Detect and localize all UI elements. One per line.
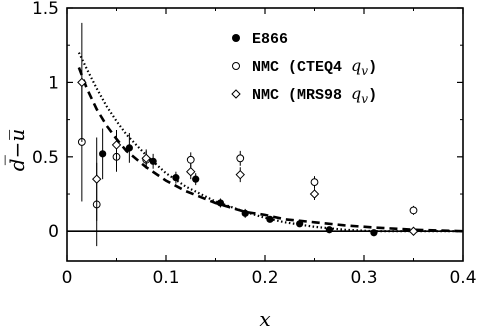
x-axis-title: x (259, 307, 270, 331)
y-tick-label: 1.5 (32, 0, 59, 19)
data-point-e866 (216, 199, 225, 207)
data-point-nmc-mrs98 (235, 169, 245, 180)
data-point-nmc-cteq4 (236, 154, 245, 163)
data-point-e866 (172, 174, 180, 182)
plot-layer: 0 0.1 0.2 0.3 0.4 0 0.5 1 1.5 (32, 0, 477, 288)
data-point-nmc-cteq4 (409, 206, 418, 215)
legend-marker-nmc-cteq4 (232, 62, 240, 70)
dotted-curve (77, 52, 463, 233)
x-tick-label: 0.4 (449, 268, 476, 288)
data-point-nmc-mrs98 (408, 226, 419, 236)
data-point-nmc-mrs98 (77, 77, 87, 88)
legend-label-e866: E866 (252, 31, 288, 48)
data-point-e866 (125, 144, 133, 152)
data-point-e866 (99, 150, 107, 158)
data-point-nmc-mrs98 (111, 140, 122, 150)
legend-marker-e866 (232, 34, 240, 42)
legend-marker-nmc-mrs98 (231, 89, 241, 99)
x-tick-label: 0.2 (251, 268, 278, 288)
data-point-nmc-mrs98 (141, 153, 151, 164)
legend-label-nmc-cteq4: NMC (CTEQ4 qv) (252, 56, 377, 78)
x-tick-label: 0.3 (350, 268, 377, 288)
legend: E866 NMC (CTEQ4 qv) NMC (MRS98 qv) (231, 31, 377, 106)
y-tick-label: 0 (48, 222, 59, 242)
data-point-e866 (296, 220, 304, 228)
dashed-curve (77, 67, 464, 233)
data-point-nmc-mrs98 (309, 189, 320, 199)
x-tick-label: 0 (62, 268, 73, 288)
data-point-e866 (325, 226, 333, 234)
y-tick-label: 1 (48, 73, 59, 93)
data-point-e866 (149, 157, 157, 165)
data-point-nmc-mrs98 (91, 174, 102, 184)
data-point-e866 (192, 175, 200, 183)
data-point-e866 (266, 215, 274, 223)
y-tick-label: 0.5 (32, 148, 59, 168)
plot-frame (66, 7, 464, 262)
data-point-e866 (370, 229, 378, 237)
x-tick-label: 0.1 (152, 268, 179, 288)
data-point-nmc-mrs98 (186, 166, 196, 177)
data-point-nmc-cteq4 (310, 178, 319, 187)
y-axis-title: d̅−u̅ (4, 129, 29, 171)
data-point-e866 (241, 209, 249, 217)
data-point-nmc-cteq4 (186, 155, 195, 164)
legend-label-nmc-mrs98: NMC (MRS98 qv) (252, 84, 377, 106)
